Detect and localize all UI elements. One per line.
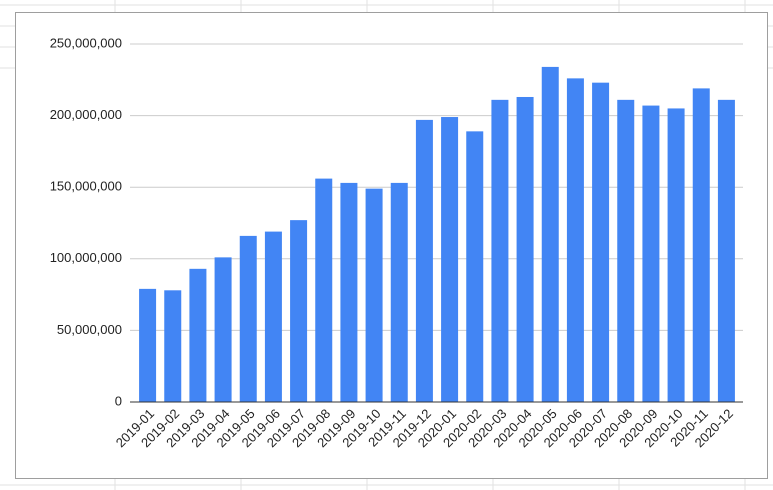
y-tick-label: 200,000,000	[50, 107, 122, 122]
y-tick-label: 50,000,000	[57, 322, 122, 337]
bar	[692, 88, 710, 402]
bar	[315, 178, 333, 402]
bar	[189, 268, 207, 402]
y-tick-label: 250,000,000	[50, 35, 122, 50]
bar	[415, 119, 433, 403]
bar	[441, 117, 459, 403]
bar	[667, 108, 685, 402]
bar	[264, 231, 282, 402]
bar	[566, 78, 584, 403]
bar	[717, 99, 735, 403]
bar	[365, 188, 383, 402]
bar	[239, 235, 257, 402]
bar	[466, 131, 484, 403]
bar	[214, 257, 232, 402]
bar	[516, 96, 534, 402]
bar	[491, 99, 509, 403]
bar	[290, 220, 308, 402]
bar	[541, 66, 559, 403]
bar	[642, 105, 660, 403]
y-tick-label: 150,000,000	[50, 179, 122, 194]
bar	[139, 288, 157, 402]
y-tick-label: 100,000,000	[50, 250, 122, 265]
bar	[617, 99, 635, 403]
bar	[390, 182, 408, 402]
bar	[592, 82, 610, 402]
bar	[164, 290, 182, 402]
y-tick-label: 0	[115, 393, 122, 408]
bar	[340, 182, 358, 402]
